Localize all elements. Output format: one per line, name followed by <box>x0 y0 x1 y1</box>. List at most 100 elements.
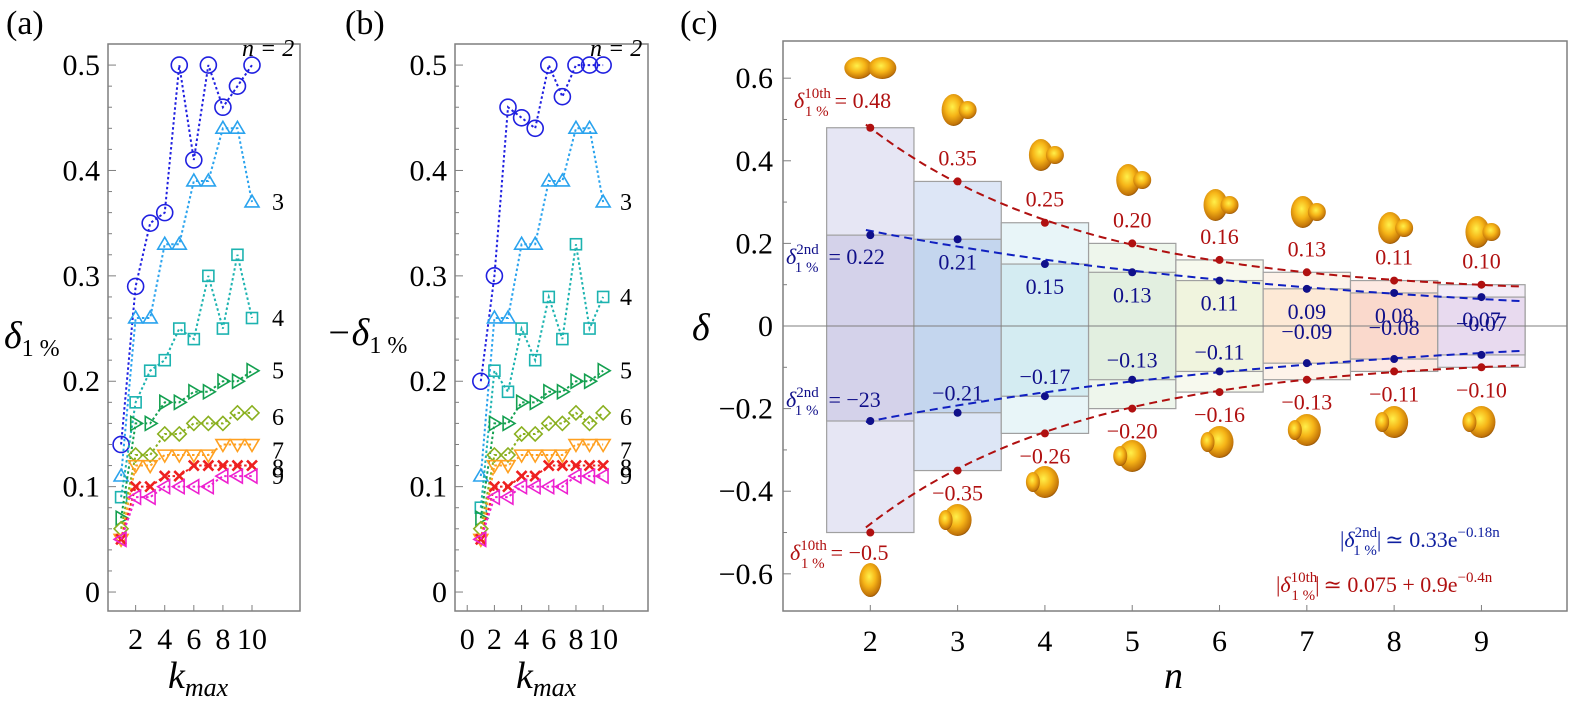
data-point <box>595 404 612 421</box>
series-line <box>479 464 604 540</box>
series-line <box>479 369 604 519</box>
data-point <box>185 478 200 496</box>
y-tick-label: 0 <box>432 576 447 609</box>
panel-c-x-axis: 2 3 4 5 6 7 8 9 <box>863 605 1489 658</box>
data-label: −0.13 <box>1107 348 1158 373</box>
series-label: 8 <box>620 456 632 482</box>
data-point <box>567 404 585 421</box>
data-point <box>581 415 598 432</box>
data-point <box>1477 280 1486 289</box>
panel-b-frame <box>454 43 649 612</box>
series-n3: 3 <box>112 119 284 482</box>
series-n4: 4 <box>114 248 284 504</box>
data-point <box>185 172 203 187</box>
data-point <box>553 478 569 496</box>
series-label: 3 <box>620 190 632 216</box>
data-point <box>1128 375 1137 384</box>
panel-a-frame <box>107 43 301 612</box>
data-point <box>526 119 544 138</box>
data-point <box>246 459 258 472</box>
data-label: −0.07 <box>1456 311 1507 336</box>
data-point <box>486 446 503 464</box>
fit-curve-2nd-lower <box>865 349 1521 423</box>
data-point <box>502 415 517 432</box>
data-point <box>542 459 555 472</box>
data-point <box>866 231 875 240</box>
data-point <box>1215 388 1224 397</box>
data-point <box>1128 239 1137 248</box>
data-label: −0.26 <box>1019 443 1070 468</box>
data-point <box>953 408 962 417</box>
data-point <box>229 119 246 135</box>
data-point <box>1390 276 1399 285</box>
data-point <box>170 478 185 496</box>
data-label: 0.08 <box>1375 303 1414 328</box>
series-label: 6 <box>272 405 284 431</box>
data-point <box>1477 350 1486 359</box>
panel-b-y-label: −δ1 % <box>326 312 407 359</box>
series-n8: 8 <box>474 456 632 546</box>
data-point <box>1215 367 1224 376</box>
series-label: 6 <box>620 405 632 431</box>
shape-lobe <box>938 510 953 530</box>
data-point <box>115 533 128 546</box>
data-point <box>553 449 571 464</box>
shape-icon-top-n7 <box>1290 196 1326 228</box>
series-n2 <box>472 56 612 391</box>
data-point <box>1040 392 1049 401</box>
data-point <box>216 459 229 472</box>
x-tick-label: 5 <box>1125 625 1140 658</box>
data-point <box>216 322 230 335</box>
data-point <box>228 77 247 95</box>
data-point <box>231 248 244 262</box>
panel-label-c: (c) <box>680 5 718 42</box>
series-n9: 9 <box>472 464 632 548</box>
data-point <box>144 480 157 493</box>
data-point <box>245 311 259 325</box>
data-point <box>127 488 142 506</box>
shape-body <box>1292 414 1321 446</box>
data-point <box>866 528 875 537</box>
data-point <box>866 417 875 425</box>
data-point <box>526 449 544 464</box>
x-tick-label: 10 <box>237 623 267 656</box>
data-point <box>594 467 609 485</box>
shape-lobe <box>1200 432 1215 452</box>
data-point <box>246 362 261 380</box>
panel-a-series: 3 4 5 6 789 <box>112 56 284 548</box>
series-label: 4 <box>620 285 632 311</box>
series-n5: 5 <box>115 359 284 527</box>
data-point <box>170 235 188 250</box>
shape-icon-bottom-n4 <box>1025 466 1059 498</box>
data-point <box>527 425 544 443</box>
data-point <box>1302 284 1311 293</box>
series-n8: 8 <box>115 456 284 546</box>
x-tick-label: 8 <box>1387 625 1402 658</box>
data-point <box>214 98 232 117</box>
panel-c-y-label: δ <box>692 307 711 349</box>
panel-b-n2-label: n = 2 <box>590 36 642 62</box>
series-label: 3 <box>272 190 284 216</box>
data-point <box>597 362 612 380</box>
data-point <box>488 364 501 378</box>
data-point <box>499 98 517 117</box>
panel-c-fit-curves <box>865 123 1521 529</box>
data-point <box>173 470 186 483</box>
x-tick-label: 0 <box>460 623 475 656</box>
shape-body <box>1118 440 1147 472</box>
formula-10th-fit: |δ10th 1 %| ≃ 0.075 + 0.9e−0.4n <box>1276 570 1493 604</box>
data-point <box>156 235 174 250</box>
annotation-upper-2nd: δ2nd 1 % = 0.22 <box>786 242 885 276</box>
y-tick-label: 0.2 <box>63 365 101 398</box>
series-label: 5 <box>272 359 284 385</box>
series-line <box>120 475 252 540</box>
data-point <box>127 446 144 464</box>
data-label: 0.16 <box>1200 224 1239 249</box>
data-point <box>581 438 598 454</box>
y-tick-label: 0.1 <box>410 471 448 504</box>
series-label: 8 <box>272 456 284 482</box>
panel-a-n2-label: n = 2 <box>242 36 294 62</box>
bar-group-n2 <box>826 127 915 534</box>
shape-lobe <box>1375 412 1390 432</box>
data-point <box>540 478 555 496</box>
